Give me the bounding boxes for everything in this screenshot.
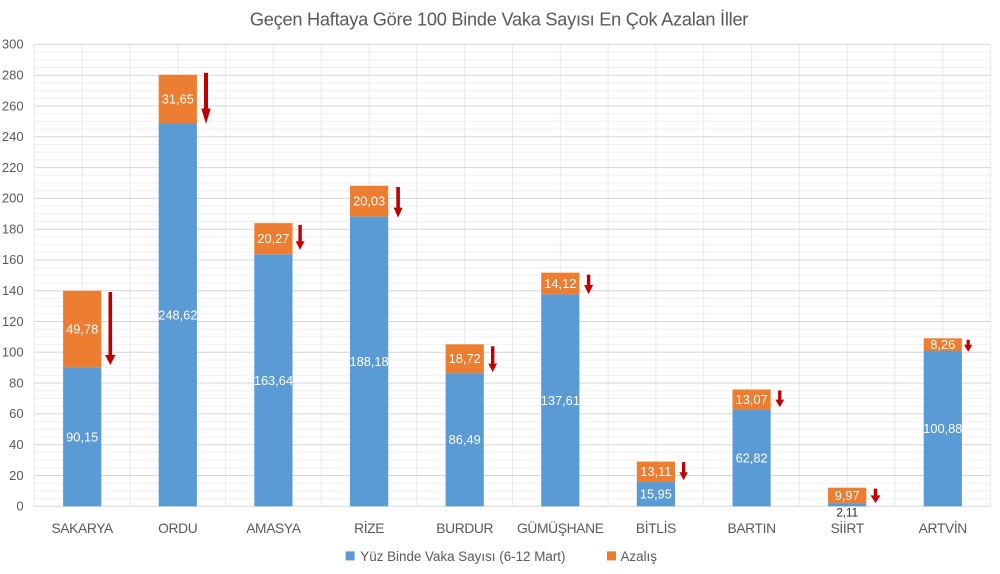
svg-text:Geçen Haftaya Göre 100 Binde V: Geçen Haftaya Göre 100 Binde Vaka Sayısı… <box>250 10 748 30</box>
svg-text:9,97: 9,97 <box>835 488 860 503</box>
svg-text:86,49: 86,49 <box>449 432 481 447</box>
svg-text:0: 0 <box>16 499 23 514</box>
svg-text:163,64: 163,64 <box>254 373 293 388</box>
svg-text:SAKARYA: SAKARYA <box>51 521 114 536</box>
svg-text:20,27: 20,27 <box>257 231 289 246</box>
svg-text:120: 120 <box>2 314 24 329</box>
svg-text:13,11: 13,11 <box>640 464 671 479</box>
svg-text:100: 100 <box>2 345 24 360</box>
svg-text:60: 60 <box>9 406 23 421</box>
svg-text:90,15: 90,15 <box>66 429 98 444</box>
svg-text:240: 240 <box>2 129 24 144</box>
svg-text:ORDU: ORDU <box>158 521 197 536</box>
svg-text:BURDUR: BURDUR <box>436 521 493 536</box>
svg-text:160: 160 <box>2 252 24 267</box>
svg-text:GÜMÜŞHANE: GÜMÜŞHANE <box>517 519 604 536</box>
svg-text:AMASYA: AMASYA <box>246 521 302 536</box>
svg-text:2,11: 2,11 <box>836 507 858 520</box>
svg-text:8,26: 8,26 <box>930 337 955 352</box>
svg-text:137,61: 137,61 <box>541 393 580 408</box>
svg-text:RİZE: RİZE <box>354 519 384 536</box>
svg-text:Azalış: Azalış <box>621 549 658 564</box>
svg-text:14,12: 14,12 <box>544 276 576 291</box>
svg-text:180: 180 <box>2 222 24 237</box>
svg-text:18,72: 18,72 <box>449 351 481 366</box>
svg-text:13,07: 13,07 <box>736 392 768 407</box>
svg-text:248,62: 248,62 <box>158 307 197 322</box>
svg-text:20,03: 20,03 <box>353 194 385 209</box>
svg-text:ARTVİN: ARTVİN <box>919 519 967 536</box>
svg-text:49,78: 49,78 <box>66 322 98 337</box>
svg-text:BARTIN: BARTIN <box>727 521 775 536</box>
svg-text:31,65: 31,65 <box>162 92 194 107</box>
svg-text:62,82: 62,82 <box>736 450 768 465</box>
svg-text:188,18: 188,18 <box>350 354 389 369</box>
svg-text:40: 40 <box>9 437 23 452</box>
svg-text:20: 20 <box>9 468 23 483</box>
svg-text:Yüz Binde Vaka Sayısı (6-12 Ma: Yüz Binde Vaka Sayısı (6-12 Mart) <box>360 549 565 564</box>
svg-text:140: 140 <box>2 283 24 298</box>
svg-text:280: 280 <box>2 68 24 83</box>
svg-text:260: 260 <box>2 98 24 113</box>
svg-text:200: 200 <box>2 191 24 206</box>
svg-text:15,95: 15,95 <box>640 487 672 502</box>
svg-text:300: 300 <box>2 37 24 52</box>
svg-text:100,88: 100,88 <box>923 421 962 436</box>
svg-text:220: 220 <box>2 160 24 175</box>
svg-text:80: 80 <box>9 375 23 390</box>
svg-text:SİİRT: SİİRT <box>831 519 865 536</box>
svg-text:BİTLİS: BİTLİS <box>636 519 676 536</box>
